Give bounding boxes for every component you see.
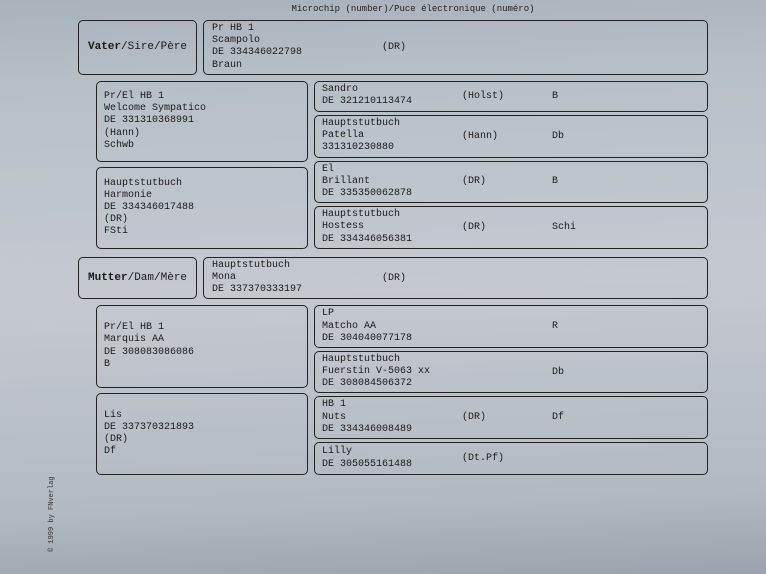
dam-origin: (DR) <box>382 273 532 284</box>
sire-info: Pr HB 1 Scampolo DE 334346022798 Braun (… <box>203 20 708 75</box>
grandparent-box: Pr/El HB 1 Welcome Sympatico DE 33131036… <box>96 81 308 163</box>
dam-ancestors: Pr/El HB 1 Marquis AA DE 308083086086 B … <box>96 305 708 475</box>
dam-label: Mutter/Dam/Mère <box>78 257 197 300</box>
grandparent-box: Pr/El HB 1 Marquis AA DE 308083086086 B <box>96 305 308 388</box>
sire-label-rest: /Sire/Père <box>121 41 187 53</box>
dam-label-bold: Mutter <box>88 272 128 284</box>
sire-label-bold: Vater <box>88 41 121 53</box>
dam-block: Mutter/Dam/Mère Hauptstutbuch Mona DE 33… <box>78 257 708 476</box>
ggp-box: HB 1 Nuts DE 334346008489 (DR) Df <box>314 396 708 439</box>
sire-row: Vater/Sire/Père Pr HB 1 Scampolo DE 3343… <box>78 20 708 75</box>
ggp-box: Hauptstutbuch Patella 331310230880 (Hann… <box>314 115 708 158</box>
sire-grandparents: Pr/El HB 1 Welcome Sympatico DE 33131036… <box>96 81 308 249</box>
dam-grandparents: Pr/El HB 1 Marquis AA DE 308083086086 B … <box>96 305 308 475</box>
microchip-header: Microchip (number)/Puce électronique (nu… <box>78 4 708 14</box>
pedigree-document: Microchip (number)/Puce électronique (nu… <box>0 0 766 574</box>
sire-origin: (DR) <box>382 42 532 53</box>
sire-details: Pr HB 1 Scampolo DE 334346022798 Braun <box>212 23 382 72</box>
grandparent-box: Lis DE 337370321893 (DR) Df <box>96 393 308 476</box>
ggp-box: Hauptstutbuch Hostess DE 334346056381 (D… <box>314 206 708 249</box>
ggp-box: Sandro DE 321210113474 (Holst) B <box>314 81 708 112</box>
sire-greatgrandparents: Sandro DE 321210113474 (Holst) B Hauptst… <box>314 81 708 249</box>
dam-label-rest: /Dam/Mère <box>128 272 187 284</box>
grandparent-box: Hauptstutbuch Harmonie DE 334346017488 (… <box>96 167 308 249</box>
dam-greatgrandparents: LP Matcho AA DE 304040077178 R Hauptstut… <box>314 305 708 475</box>
dam-row: Mutter/Dam/Mère Hauptstutbuch Mona DE 33… <box>78 257 708 300</box>
ggp-box: El Brillant DE 335350062878 (DR) B <box>314 161 708 204</box>
sire-label: Vater/Sire/Père <box>78 20 197 75</box>
dam-details: Hauptstutbuch Mona DE 337370333197 <box>212 260 382 297</box>
sire-ancestors: Pr/El HB 1 Welcome Sympatico DE 33131036… <box>96 81 708 249</box>
sire-block: Vater/Sire/Père Pr HB 1 Scampolo DE 3343… <box>78 20 708 249</box>
dam-info: Hauptstutbuch Mona DE 337370333197 (DR) <box>203 257 708 300</box>
copyright-side-text: © 1999 by FNverlag <box>48 476 56 552</box>
ggp-box: Hauptstutbuch Fuerstin V-5063 xx DE 3080… <box>314 351 708 394</box>
ggp-box: Lilly DE 305055161488 (Dt.Pf) <box>314 442 708 475</box>
ggp-box: LP Matcho AA DE 304040077178 R <box>314 305 708 348</box>
